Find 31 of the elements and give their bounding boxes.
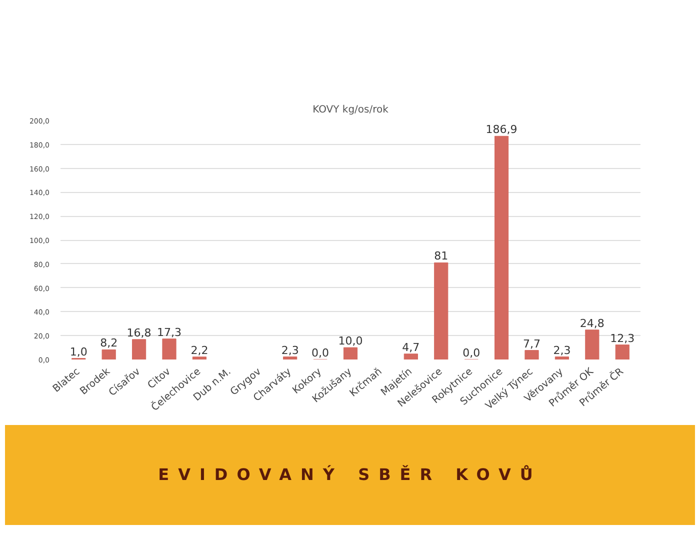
bar — [434, 262, 448, 360]
bar — [102, 349, 116, 360]
bar — [615, 344, 630, 360]
bar — [585, 330, 600, 360]
data-label: 17,3 — [157, 326, 182, 339]
data-label: 0,0 — [312, 346, 330, 360]
bar — [192, 356, 207, 360]
chart-title: KOVY kg/os/rok — [312, 104, 389, 116]
bar — [283, 356, 298, 360]
data-label: 2,3 — [281, 344, 299, 357]
data-label: 24,8 — [580, 316, 604, 330]
data-label: 81 — [434, 250, 448, 263]
data-label: 16,8 — [126, 326, 152, 340]
bar — [494, 136, 509, 360]
bar — [132, 339, 146, 360]
data-label: 2,3 — [553, 344, 571, 357]
bar — [554, 356, 570, 360]
data-label: 0,0 — [462, 346, 480, 360]
data-label: 186,9 — [486, 123, 518, 136]
data-label: 4,7 — [402, 340, 420, 354]
data-label: 8,2 — [100, 336, 118, 350]
data-label: 2,2 — [190, 344, 208, 357]
bar — [162, 338, 176, 360]
data-label: 10,0 — [338, 334, 363, 348]
data-label: 7,7 — [523, 337, 541, 350]
text: EVIDOVANÝ SBĚR KOVŮ — [158, 464, 542, 484]
data-label: 1,0 — [70, 345, 88, 358]
bar — [404, 354, 418, 360]
bar — [524, 350, 539, 360]
data-label: 12,3 — [610, 332, 635, 345]
bar — [343, 347, 358, 360]
